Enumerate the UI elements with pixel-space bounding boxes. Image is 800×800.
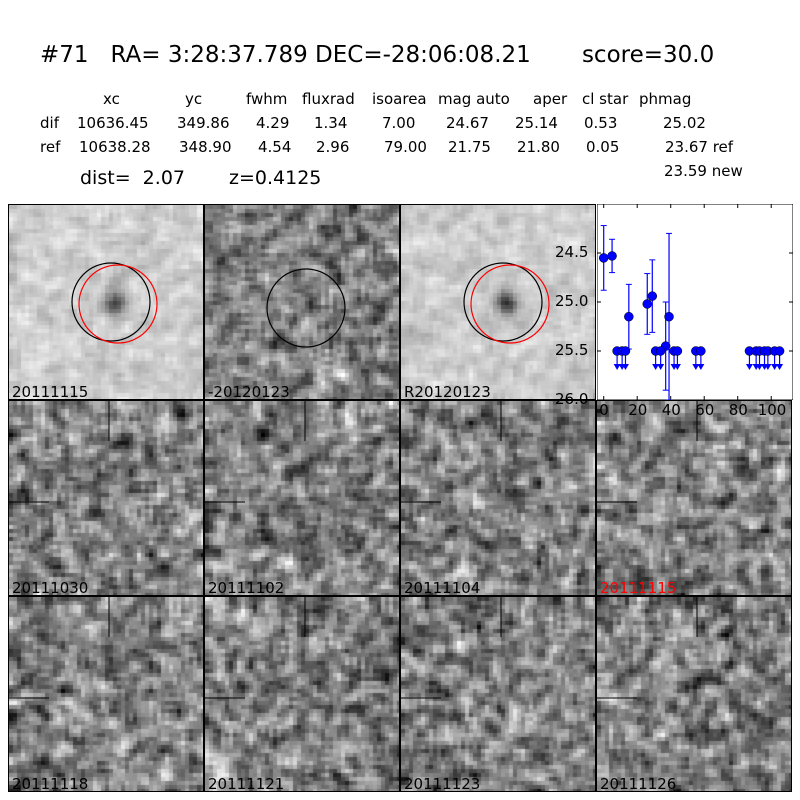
candidate-title: #71 RA= 3:28:37.789 DEC=-28:06:08.21 sco… [40, 42, 715, 68]
cell-dif-phmag: 25.02 [663, 114, 706, 132]
stamp-top-1: -20120123 [204, 204, 400, 400]
upper-limit-arrow [621, 364, 629, 370]
stamp-label: 20111115 [600, 579, 677, 596]
upper-limit-arrow [652, 364, 660, 370]
upper-limit-arrow [755, 364, 763, 370]
col-header-yc: yc [185, 90, 203, 108]
stamp-epoch-3: 20111115 [596, 400, 792, 596]
upper-limit-arrow [776, 364, 784, 370]
y-tick-label: 26.0 [555, 390, 589, 408]
light-curve-chart [597, 204, 793, 400]
row-label-dif: dif [40, 114, 59, 132]
upper-limit-arrow [771, 364, 779, 370]
stamp-top-0: 20111115 [8, 204, 204, 400]
cell-ref-yc: 348.90 [179, 138, 232, 156]
cell-dif-yc: 349.86 [177, 114, 230, 132]
black-aperture-circle [463, 262, 543, 342]
cell-ref-cl-star: 0.05 [586, 138, 620, 156]
x-tick-label: 80 [728, 401, 748, 419]
upper-limit-arrow [692, 364, 700, 370]
cell-dif-aper: 25.14 [515, 114, 558, 132]
col-header-mag-auto: mag auto [438, 90, 510, 108]
stamp-top-2: R20120123 [400, 204, 596, 400]
red-aperture-circle [78, 264, 158, 344]
stamp-label: -20120123 [208, 383, 290, 400]
cell-ref-aper: 21.80 [517, 138, 560, 156]
stamp-epoch-5: 20111121 [204, 596, 400, 792]
row-label-ref: ref [40, 138, 61, 156]
cell-ref-fwhm: 4.54 [258, 138, 292, 156]
x-tick-label: 0 [599, 401, 609, 419]
x-tick-label: 100 [757, 401, 787, 419]
stamp-epoch-7: 20111126 [596, 596, 792, 792]
stamp-label: 20111123 [404, 775, 481, 792]
stamp-label: 20111118 [12, 775, 89, 792]
col-header-fluxrad: fluxrad [302, 90, 355, 108]
col-header-cl-star: cl star [582, 90, 629, 108]
y-tick-label: 25.5 [555, 341, 589, 359]
cell-ref-fluxrad: 2.96 [316, 138, 350, 156]
col-header-phmag: phmag [639, 90, 692, 108]
stamp-epoch-2: 20111104 [400, 400, 596, 596]
upper-limit-arrow [657, 364, 665, 370]
cell-dif-mag-auto: 24.67 [446, 114, 489, 132]
black-aperture-circle [266, 268, 346, 348]
upper-limit-arrow [673, 364, 681, 370]
cell-dif-fluxrad: 1.34 [314, 114, 348, 132]
cell-ref-mag-auto: 21.75 [448, 138, 491, 156]
detection-point [647, 291, 658, 301]
red-aperture-circle [470, 264, 550, 344]
cell-ref-isoarea: 79.00 [384, 138, 427, 156]
detection-point [607, 251, 617, 261]
stamp-epoch-0: 20111030 [8, 400, 204, 596]
cell-dif-xc: 10636.45 [77, 114, 149, 132]
cell-ref-xc: 10638.28 [79, 138, 151, 156]
detection-point [624, 311, 634, 322]
dist-value: dist= 2.07 [80, 167, 185, 189]
x-tick-label: 20 [628, 401, 648, 419]
upper-limit-arrow [764, 364, 772, 370]
stamp-epoch-6: 20111123 [400, 596, 596, 792]
detection-point [642, 299, 653, 309]
x-tick-label: 40 [661, 401, 681, 419]
upper-limit-arrow [745, 364, 753, 370]
phmag-new: 23.59 new [664, 162, 743, 180]
upper-limit-point [672, 346, 683, 356]
upper-limit-arrow [697, 364, 705, 370]
cell-dif-cl-star: 0.53 [584, 114, 618, 132]
upper-limit-point [620, 346, 631, 356]
detection-point [664, 311, 674, 322]
plot-area [597, 204, 793, 400]
cell-ref-phmag: 23.67 ref [665, 138, 734, 156]
col-header-xc: xc [103, 90, 120, 108]
stamp-epoch-4: 20111118 [8, 596, 204, 792]
col-header-isoarea: isoarea [372, 90, 427, 108]
upper-limit-point [696, 346, 706, 356]
upper-limit-point [655, 346, 666, 356]
col-header-fwhm: fwhm [246, 90, 288, 108]
detection-point [598, 253, 609, 263]
cell-dif-isoarea: 7.00 [382, 114, 416, 132]
y-tick-label: 25.0 [555, 292, 589, 310]
redshift-value: z=0.4125 [229, 167, 322, 189]
stamp-label: 20111030 [12, 579, 89, 596]
stamp-label: R20120123 [404, 383, 491, 400]
stamp-label: 20111104 [404, 579, 481, 596]
cell-dif-fwhm: 4.29 [256, 114, 290, 132]
black-aperture-circle [71, 262, 151, 342]
col-header-aper: aper [533, 90, 568, 108]
stamp-label: 20111126 [600, 775, 677, 792]
upper-limit-point [774, 346, 785, 356]
upper-limit-arrow [613, 364, 621, 370]
stamp-label: 20111102 [208, 579, 285, 596]
y-tick-label: 24.5 [555, 243, 589, 261]
stamp-epoch-1: 20111102 [204, 400, 400, 596]
stamp-label: 20111115 [12, 383, 89, 400]
stamp-label: 20111121 [208, 775, 285, 792]
x-tick-label: 60 [695, 401, 715, 419]
